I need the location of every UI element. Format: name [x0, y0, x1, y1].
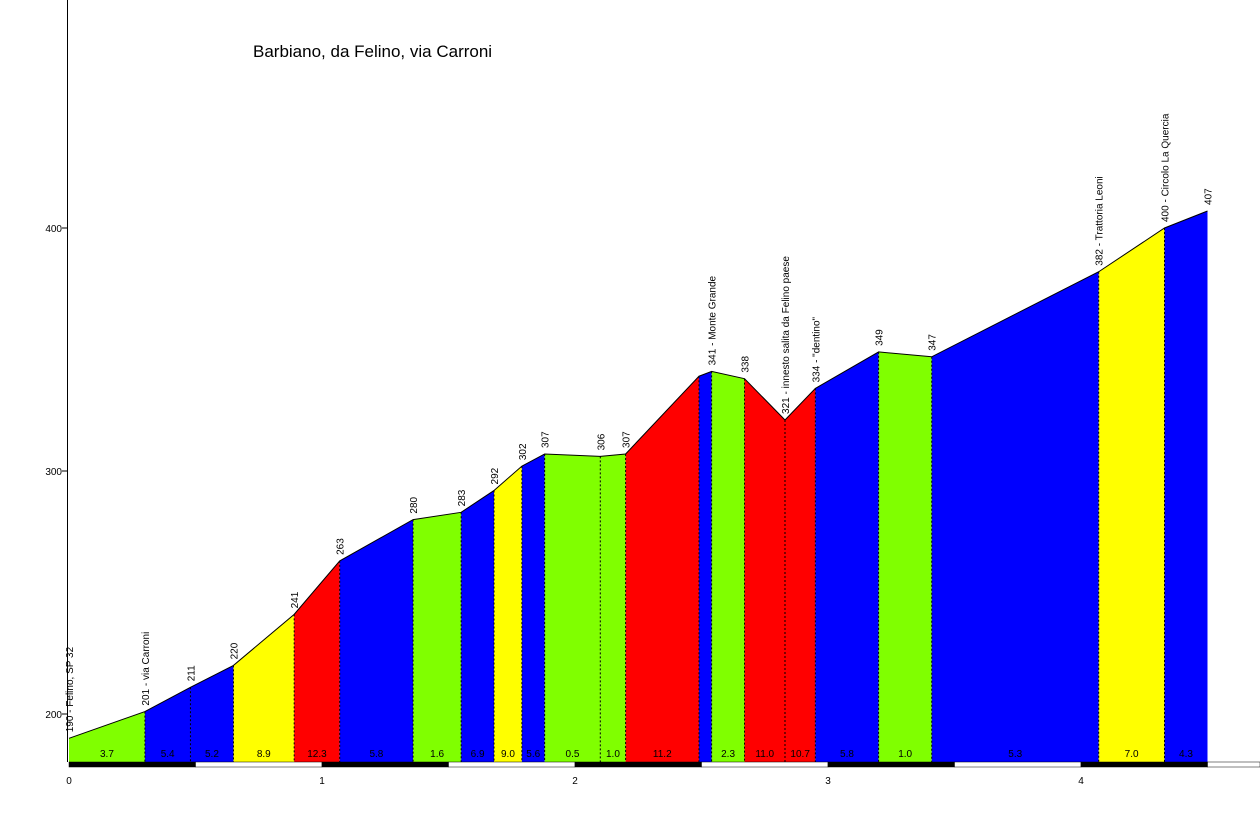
segment-area	[931, 271, 1099, 762]
x-axis-scale-block	[1207, 761, 1260, 768]
segment-area	[69, 711, 145, 762]
segment-area	[233, 614, 295, 762]
x-axis-scale-block	[1080, 761, 1208, 768]
segment-area	[625, 376, 699, 762]
elevation-point-label: 263	[336, 538, 347, 555]
elevation-point-label: 190 - Felino, SP 32	[65, 646, 76, 732]
gradient-label: 5.2	[205, 749, 219, 760]
gradient-label: 5.3	[1008, 749, 1022, 760]
segment-area	[698, 371, 712, 762]
elevation-point-label: 321 - innesto salita da Felino paese	[781, 256, 792, 414]
segment-area	[744, 378, 785, 762]
elevation-point-label: 201 - via Carroni	[141, 632, 152, 706]
elevation-point-label: 220	[229, 642, 240, 659]
elevation-point-label: 280	[409, 496, 420, 513]
chart-title: Barbiano, da Felino, via Carroni	[253, 42, 493, 61]
x-axis-scale-block	[195, 761, 323, 768]
elevation-point-label: 338	[741, 356, 752, 373]
segment-area	[815, 351, 879, 762]
elevation-point-label: 347	[928, 334, 939, 351]
x-axis-scale-block	[954, 761, 1082, 768]
segment-area	[1164, 210, 1208, 763]
gradient-label: 5.8	[369, 749, 383, 760]
elevation-point-label: 334 - "dentino"	[811, 316, 822, 382]
segment-area	[600, 453, 626, 762]
elevation-point-label: 407	[1204, 188, 1215, 205]
gradient-label: 0.5	[566, 749, 580, 760]
gradient-label: 5.8	[840, 749, 854, 760]
gradient-label: 6.9	[471, 749, 485, 760]
x-axis-scale-block	[448, 761, 576, 768]
elevation-point-label: 307	[622, 431, 633, 448]
gradient-label: 1.0	[898, 749, 912, 760]
gradient-label: 5.6	[526, 749, 540, 760]
gradient-label: 1.0	[606, 749, 620, 760]
x-tick-label: 4	[1078, 776, 1084, 787]
segment-area	[1098, 228, 1165, 762]
x-axis-scale-block	[701, 761, 829, 768]
elevation-point-label: 211	[186, 665, 197, 681]
elevation-point-label: 302	[518, 443, 529, 460]
segment-area	[878, 351, 932, 762]
x-axis-scale-block	[574, 761, 702, 768]
segment-area	[294, 560, 340, 762]
gradient-label: 8.9	[257, 749, 271, 760]
segment-area	[413, 512, 462, 762]
gradient-label: 11.0	[755, 749, 774, 760]
x-tick-label: 0	[66, 776, 72, 787]
segment-area	[339, 519, 414, 762]
y-tick-label: 300	[45, 467, 62, 478]
elevation-point-label: 341 - Monte Grande	[708, 275, 719, 365]
elevation-point-label: 349	[875, 329, 886, 346]
x-axis-scale-block	[827, 761, 955, 768]
gradient-label: 9.0	[501, 749, 515, 760]
gradient-label: 2.3	[721, 749, 735, 760]
segment-area	[521, 453, 545, 762]
x-tick-label: 1	[319, 776, 325, 787]
gradient-label: 3.7	[100, 749, 114, 760]
elevation-point-label: 283	[457, 489, 468, 506]
gradient-label: 12.3	[307, 749, 327, 760]
segment-area	[711, 371, 745, 762]
gradient-label: 4.3	[1179, 749, 1193, 760]
segment-area	[784, 388, 816, 762]
gradient-label: 5.4	[161, 749, 175, 760]
segment-area	[190, 665, 234, 762]
x-axis-scale-block	[321, 761, 449, 768]
y-tick-label: 400	[45, 224, 62, 235]
segment-area	[544, 453, 601, 762]
gradient-label: 1.6	[430, 749, 444, 760]
elevation-point-label: 307	[541, 431, 552, 448]
profile-line	[68, 210, 1208, 739]
elevation-point-label: 382 - Trattoria Leoni	[1095, 176, 1106, 266]
x-axis-scale-block	[68, 761, 196, 768]
gradient-label: 7.0	[1125, 749, 1139, 760]
y-tick-label: 200	[45, 710, 62, 721]
elevation-point-label: 306	[596, 433, 607, 450]
segment-area	[461, 490, 495, 762]
x-tick-label: 3	[825, 776, 831, 787]
elevation-point-label: 400 - Circolo La Quercia	[1160, 113, 1171, 222]
x-tick-label: 2	[572, 776, 578, 787]
elevation-point-label: 241	[290, 591, 301, 608]
elevation-point-label: 292	[490, 467, 501, 484]
gradient-label: 10.7	[790, 749, 810, 760]
segment-area	[494, 466, 522, 762]
gradient-label: 11.2	[653, 749, 672, 760]
